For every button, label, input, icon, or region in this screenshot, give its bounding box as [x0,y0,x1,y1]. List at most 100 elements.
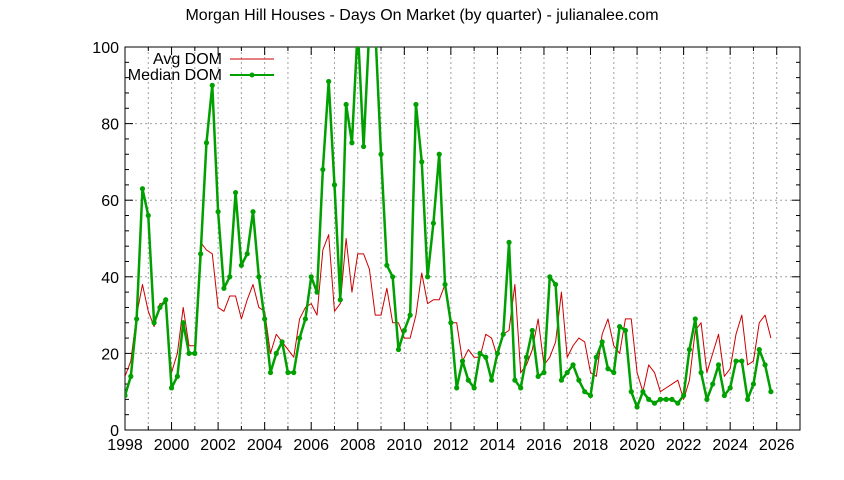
data-point-marker [558,377,565,383]
data-point-marker [168,385,175,391]
x-tick-label: 2000 [154,437,190,454]
data-point-marker [192,350,198,356]
data-point-marker [384,262,390,268]
data-point-marker [209,82,215,88]
data-point-marker [646,396,652,402]
data-point-marker [413,101,419,108]
y-tick-label: 60 [101,193,119,210]
data-point-marker [634,404,640,410]
data-point-marker [360,143,367,150]
x-tick-label: 2002 [200,437,236,454]
data-point-marker [203,140,210,146]
x-tick-label: 2012 [433,437,469,454]
data-point-marker [529,327,535,334]
data-point-marker [296,335,303,341]
data-point-marker [436,151,442,157]
data-point-marker [291,369,297,376]
x-tick-label: 2004 [247,437,283,454]
data-point-marker [494,350,501,356]
data-point-marker [367,25,372,30]
data-point-marker [570,362,576,368]
data-point-marker [355,25,360,30]
y-tick-label: 0 [110,423,119,440]
x-tick-label: 2022 [666,437,702,454]
data-point-marker [698,369,704,376]
data-point-marker [471,385,477,391]
data-point-marker [605,366,611,372]
data-point-marker [500,331,506,337]
data-point-marker [488,377,495,383]
data-point-marker [145,212,151,219]
data-point-marker [454,385,460,391]
data-point-marker [326,78,332,85]
x-tick-label: 2018 [573,437,609,454]
data-point-marker [238,262,244,268]
x-tick-label: 2016 [526,437,562,454]
data-point-marker [331,182,338,188]
data-point-marker [128,373,134,379]
data-point-marker [657,396,663,402]
x-tick-label: 2006 [293,437,329,454]
data-point-marker [343,101,349,108]
data-point-marker [244,251,250,257]
data-point-marker [512,377,518,383]
data-point-marker [349,140,355,146]
data-point-marker [262,316,268,322]
data-point-marker [721,392,727,399]
data-point-marker [221,285,227,291]
x-tick-label: 1998 [107,437,143,454]
data-point-marker [302,316,308,322]
legend-median-marker [249,72,255,78]
data-point-marker [523,354,530,360]
data-point-marker [390,274,396,280]
data-point-marker [535,373,541,379]
data-point-marker [686,346,693,353]
data-point-marker [518,385,524,391]
data-point-marker [611,369,617,376]
data-point-marker [401,327,407,334]
data-point-marker [186,350,192,356]
data-point-marker [395,346,402,353]
data-point-marker [314,289,320,295]
axes: 0 20 40 60 80 100 1998 2000 2002 2004 2006 2008 2010… [92,40,801,454]
series-line [125,47,773,409]
data-point-marker [587,392,594,399]
grid-lines [125,47,800,430]
data-point-marker [139,186,146,192]
data-point-marker [250,209,256,215]
data-point-marker [762,362,768,368]
data-point-marker [174,373,180,379]
data-point-marker [541,369,547,376]
data-point-marker [617,323,623,330]
data-point-marker [750,381,757,387]
data-point-marker [675,400,681,406]
data-point-marker [151,320,157,326]
data-point-marker [320,166,326,173]
data-point-marker [180,320,186,326]
data-point-marker [215,209,221,215]
data-point-marker [273,350,279,356]
data-point-marker [424,274,431,280]
data-point-marker [599,339,605,345]
data-point-marker [710,381,716,387]
data-point-marker [448,320,454,326]
data-point-marker [157,304,163,311]
series-median-dom [125,25,774,410]
data-point-marker [267,369,274,376]
data-point-marker [125,392,128,399]
data-point-marker [628,389,634,395]
data-point-marker [651,400,658,406]
x-tick-label: 2024 [712,437,748,454]
data-point-marker [407,312,413,318]
data-point-marker [622,327,629,334]
data-point-marker [198,251,204,257]
data-point-marker [308,274,314,280]
data-point-marker [134,316,140,322]
y-tick-label: 100 [92,40,119,57]
data-point-marker [553,281,559,288]
data-point-marker [337,297,343,303]
x-tick-label: 2026 [759,437,795,454]
data-point-marker [727,385,733,391]
data-point-marker [477,350,483,356]
